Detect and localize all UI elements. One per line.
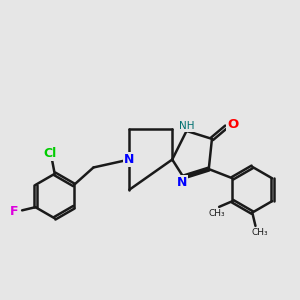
Text: F: F [10,206,18,218]
Text: NH: NH [179,121,194,131]
Text: N: N [124,153,134,166]
Text: O: O [227,118,238,131]
Text: N: N [177,176,187,189]
Text: CH₃: CH₃ [208,209,225,218]
Text: CH₃: CH₃ [252,228,268,237]
Text: Cl: Cl [43,147,56,160]
